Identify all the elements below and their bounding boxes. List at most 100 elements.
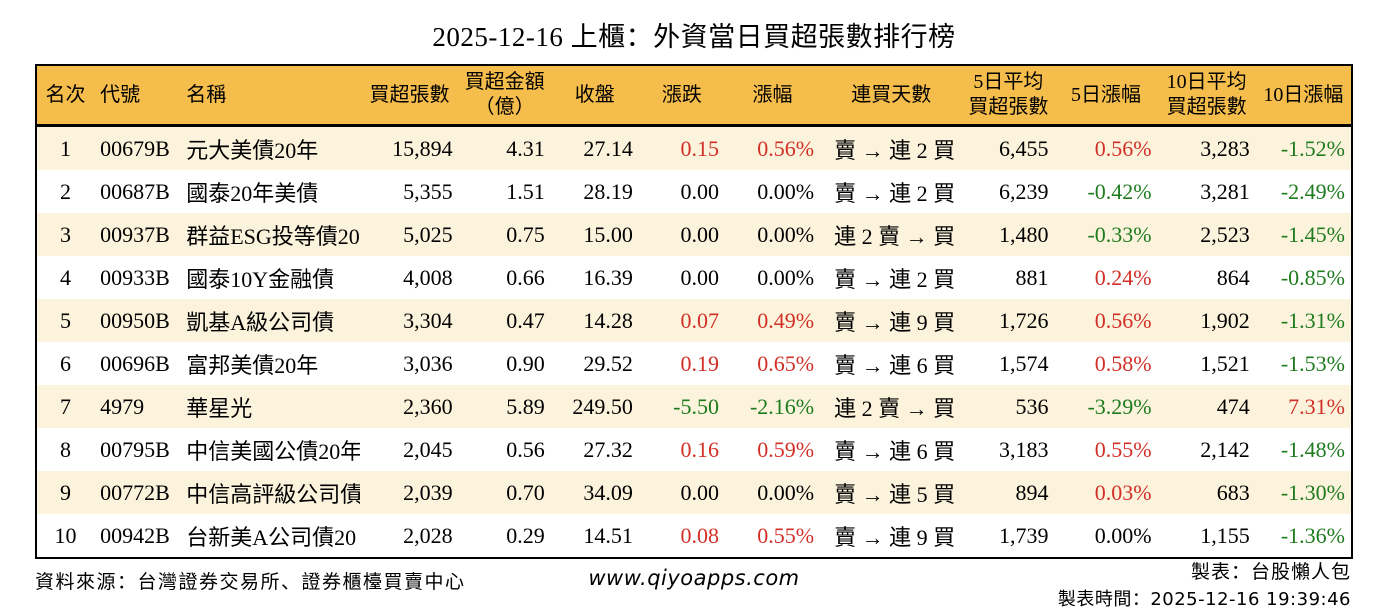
cell-avg5: 881 (1015, 264, 1049, 290)
cell-pct5: 0.00% (1094, 522, 1152, 548)
table-row: 9 00772B 中信高評級公司債 2,039 0.70 34.09 0.00 0.00% 賣 … (36, 471, 1352, 514)
cell-pct10: 7.31% (1288, 393, 1345, 419)
cell-rank: 8 (60, 436, 72, 462)
col-header-change-pct: 漲幅 (724, 65, 821, 127)
cell-name: 群益ESG投等債20 (186, 223, 360, 249)
cell-pct5: -3.29% (1087, 393, 1152, 419)
cell-amount: 0.29 (506, 522, 545, 548)
cell-code: 00772B (100, 479, 170, 505)
cell-close: 27.14 (583, 135, 633, 161)
cell-change: 0.00 (680, 221, 719, 247)
cell-amount: 4.31 (506, 135, 545, 161)
cell-change_pct: 0.00% (757, 264, 815, 290)
cell-streak: 賣 → 連 2 買 (834, 137, 956, 163)
cell-rank: 10 (54, 522, 77, 548)
header-row: 名次 代號 名稱 買超張數 買超金額 （億） 收盤 漲跌 漲幅 連買天數 5日平… (36, 65, 1352, 127)
cell-avg10: 1,902 (1200, 307, 1250, 333)
cell-change: 0.07 (680, 307, 719, 333)
cell-streak: 賣 → 連 9 買 (834, 524, 956, 550)
cell-change: 0.00 (680, 479, 719, 505)
cell-rank: 6 (60, 350, 72, 376)
cell-avg10: 1,521 (1200, 350, 1250, 376)
cell-change: 0.00 (680, 178, 719, 204)
cell-pct5: 0.58% (1094, 350, 1152, 376)
cell-rank: 2 (60, 178, 72, 204)
cell-volume: 2,028 (403, 522, 453, 548)
table-row: 4 00933B 國泰10Y金融債 4,008 0.66 16.39 0.00 0.00% 賣 … (36, 256, 1352, 299)
cell-pct5: -0.42% (1087, 178, 1152, 204)
col-header-avg5: 5日平均 買超張數 (962, 65, 1055, 127)
col-header-amount: 買超金額 （億） (458, 65, 551, 127)
cell-streak: 連 2 賣 → 買 (834, 395, 956, 421)
cell-close: 28.19 (583, 178, 633, 204)
cell-pct5: 0.55% (1094, 436, 1152, 462)
cell-amount: 0.56 (506, 436, 545, 462)
cell-streak: 賣 → 連 9 買 (834, 309, 956, 335)
cell-avg5: 536 (1015, 393, 1049, 419)
col-header-streak: 連買天數 (820, 65, 963, 127)
cell-avg5: 3,183 (998, 436, 1049, 462)
cell-streak: 賣 → 連 6 買 (834, 352, 956, 378)
cell-change_pct: 0.56% (757, 135, 815, 161)
cell-avg10: 1,155 (1200, 522, 1250, 548)
cell-code: 00696B (100, 350, 170, 376)
ranking-table-wrap: 名次 代號 名稱 買超張數 買超金額 （億） 收盤 漲跌 漲幅 連買天數 5日平… (35, 64, 1353, 559)
cell-amount: 1.51 (506, 178, 545, 204)
cell-code: 00933B (100, 264, 170, 290)
table-row: 3 00937B 群益ESG投等債20 5,025 0.75 15.00 0.00 0.00%… (36, 213, 1352, 256)
col-header-volume: 買超張數 (360, 65, 459, 127)
cell-volume: 2,045 (403, 436, 453, 462)
cell-pct10: -2.49% (1280, 178, 1345, 204)
table-row: 5 00950B 凱基A級公司債 3,304 0.47 14.28 0.07 0.49% 賣 →… (36, 299, 1352, 342)
cell-pct5: 0.56% (1094, 135, 1152, 161)
cell-avg10: 683 (1216, 479, 1250, 505)
col-header-close: 收盤 (550, 65, 639, 127)
cell-change: 0.00 (680, 264, 719, 290)
cell-name: 中信美國公債20年 (186, 438, 361, 464)
cell-pct10: -1.30% (1280, 479, 1345, 505)
cell-name: 中信高評級公司債 (186, 481, 361, 507)
col-header-pct5: 5日漲幅 (1054, 65, 1158, 127)
cell-pct10: -1.53% (1280, 350, 1345, 376)
table-body: 1 00679B 元大美債20年 15,894 4.31 27.14 0.15 0.56% 賣 … (36, 125, 1352, 559)
cell-amount: 0.66 (506, 264, 545, 290)
made-time: 製表時間：2025-12-16 19:39:46 (1057, 589, 1351, 610)
cell-close: 27.32 (583, 436, 633, 462)
cell-change_pct: 0.00% (757, 221, 815, 247)
cell-name: 國泰20年美債 (186, 180, 319, 206)
cell-change_pct: 0.00% (757, 479, 815, 505)
cell-avg10: 3,281 (1200, 178, 1250, 204)
cell-pct10: -0.85% (1280, 264, 1345, 290)
cell-change: 0.19 (680, 350, 719, 376)
cell-volume: 5,025 (403, 221, 453, 247)
cell-rank: 3 (60, 221, 72, 247)
cell-change: 0.15 (680, 135, 719, 161)
cell-volume: 4,008 (403, 264, 453, 290)
cell-change: -5.50 (673, 393, 719, 419)
ranking-table: 名次 代號 名稱 買超張數 買超金額 （億） 收盤 漲跌 漲幅 連買天數 5日平… (35, 64, 1353, 559)
cell-rank: 7 (60, 393, 72, 419)
cell-avg10: 3,283 (1200, 135, 1250, 161)
cell-name: 元大美債20年 (186, 137, 319, 163)
cell-amount: 0.47 (506, 307, 545, 333)
cell-avg5: 1,480 (998, 221, 1049, 247)
cell-code: 00687B (100, 178, 170, 204)
cell-change: 0.08 (680, 522, 719, 548)
cell-name: 凱基A級公司債 (186, 309, 335, 335)
cell-change_pct: 0.55% (757, 522, 815, 548)
credit-block: 製表：台股懶人包 製表時間：2025-12-16 19:39:46 (1058, 559, 1351, 612)
cell-avg5: 894 (1015, 479, 1049, 505)
cell-avg5: 1,574 (998, 350, 1049, 376)
table-row: 1 00679B 元大美債20年 15,894 4.31 27.14 0.15 0.56% 賣 … (36, 125, 1352, 170)
cell-volume: 3,036 (403, 350, 453, 376)
cell-pct10: -1.52% (1280, 135, 1345, 161)
cell-change_pct: 0.49% (757, 307, 815, 333)
cell-name: 富邦美債20年 (186, 352, 319, 378)
cell-rank: 5 (60, 307, 72, 333)
cell-code: 00950B (100, 307, 170, 333)
cell-code: 00795B (100, 436, 170, 462)
cell-amount: 0.75 (506, 221, 545, 247)
cell-volume: 2,360 (403, 393, 453, 419)
cell-rank: 9 (60, 479, 72, 505)
cell-pct5: -0.33% (1087, 221, 1152, 247)
